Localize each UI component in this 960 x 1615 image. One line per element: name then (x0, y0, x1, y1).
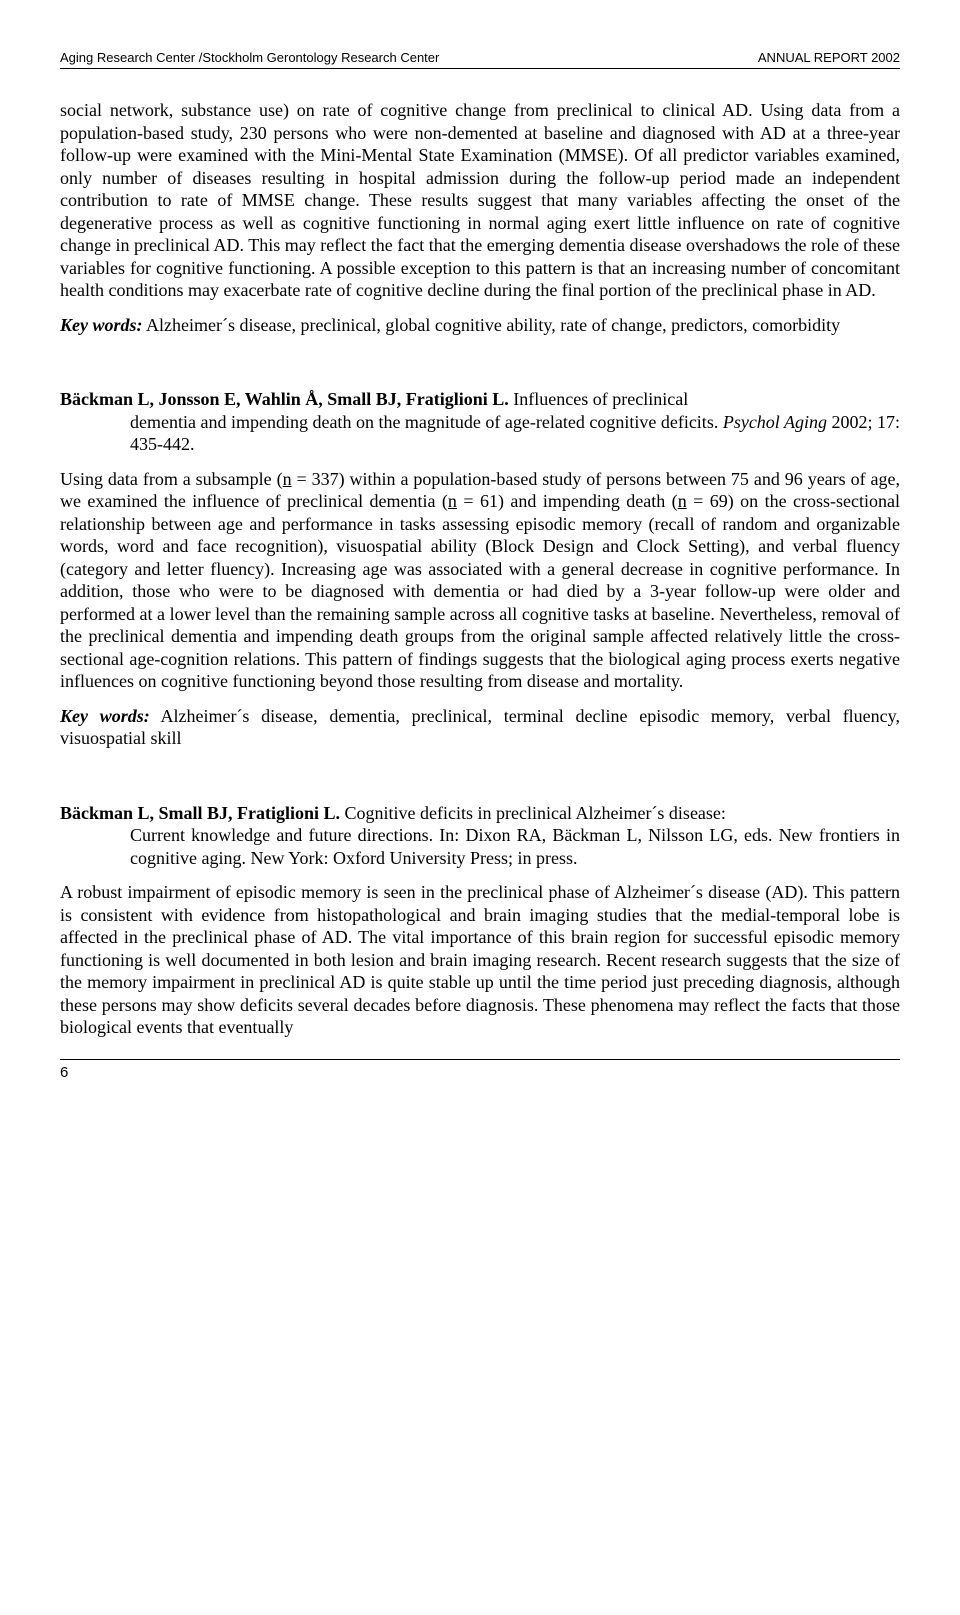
ref2-title-b: dementia and impending death on the magn… (130, 412, 723, 432)
keywords-text: Alzheimer´s disease, preclinical, global… (143, 315, 841, 335)
p2c: = 61) and impending death ( (457, 491, 678, 511)
p2-n3: n (678, 491, 687, 511)
p2-n1: n (283, 469, 292, 489)
page-header: Aging Research Center /Stockholm Geronto… (60, 50, 900, 66)
header-right: ANNUAL REPORT 2002 (758, 50, 900, 66)
header-rule (60, 68, 900, 69)
p2a: Using data from a subsample ( (60, 469, 283, 489)
ref3-title-a: Cognitive deficits in preclinical Alzhei… (340, 803, 726, 823)
ref2-continuation: dementia and impending death on the magn… (60, 411, 900, 456)
ref2-authors: Bäckman L, Jonsson E, Wahlin Å, Small BJ… (60, 389, 509, 409)
p2-n2: n (448, 491, 457, 511)
footer-rule (60, 1059, 900, 1060)
keywords-label: Key words: (60, 315, 143, 335)
abstract-paragraph-1: social network, substance use) on rate o… (60, 99, 900, 302)
ref2-title-a: Influences of preclinical (509, 389, 688, 409)
keywords2-label: Key words: (60, 706, 150, 726)
p2d: = 69) on the cross-sectional relationshi… (60, 491, 900, 691)
keywords-2: Key words: Alzheimer´s disease, dementia… (60, 705, 900, 750)
header-left: Aging Research Center /Stockholm Geronto… (60, 50, 439, 66)
page-number: 6 (60, 1064, 900, 1083)
abstract-paragraph-2: Using data from a subsample (n = 337) wi… (60, 468, 900, 693)
ref3-continuation: Current knowledge and future directions.… (60, 824, 900, 869)
keywords2-text: Alzheimer´s disease, dementia, preclinic… (60, 706, 900, 749)
abstract-paragraph-3: A robust impairment of episodic memory i… (60, 881, 900, 1039)
ref3-authors: Bäckman L, Small BJ, Fratiglioni L. (60, 803, 340, 823)
reference-2: Bäckman L, Jonsson E, Wahlin Å, Small BJ… (60, 388, 900, 456)
reference-3: Bäckman L, Small BJ, Fratiglioni L. Cogn… (60, 802, 900, 870)
keywords-1: Key words: Alzheimer´s disease, preclini… (60, 314, 900, 337)
ref2-journal: Psychol Aging (723, 412, 827, 432)
